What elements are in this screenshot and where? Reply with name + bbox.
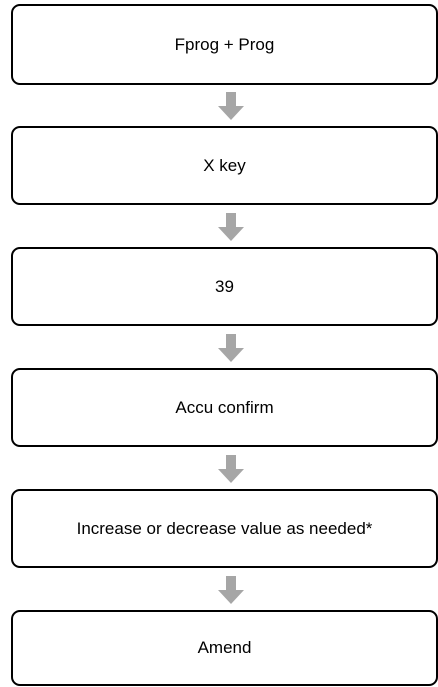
step-label: Increase or decrease value as needed* (76, 518, 373, 538)
step-amend: Amend (11, 610, 438, 686)
step-label: X key (203, 155, 246, 175)
step-label: Amend (197, 638, 252, 657)
down-arrow-icon (218, 213, 244, 241)
step-x-key: X key (11, 126, 438, 205)
step-label: Accu confirm (175, 397, 274, 417)
step-label: Fprog + Prog (174, 34, 275, 54)
step-39: 39 (11, 247, 438, 326)
down-arrow-icon (218, 576, 244, 604)
down-arrow-icon (218, 334, 244, 362)
step-fprog-prog: Fprog + Prog (11, 4, 438, 85)
step-accu-confirm: Accu confirm (11, 368, 438, 447)
step-label: 39 (215, 276, 234, 296)
step-adjust-value: Increase or decrease value as needed* (11, 489, 438, 568)
down-arrow-icon (218, 92, 244, 120)
down-arrow-icon (218, 455, 244, 483)
